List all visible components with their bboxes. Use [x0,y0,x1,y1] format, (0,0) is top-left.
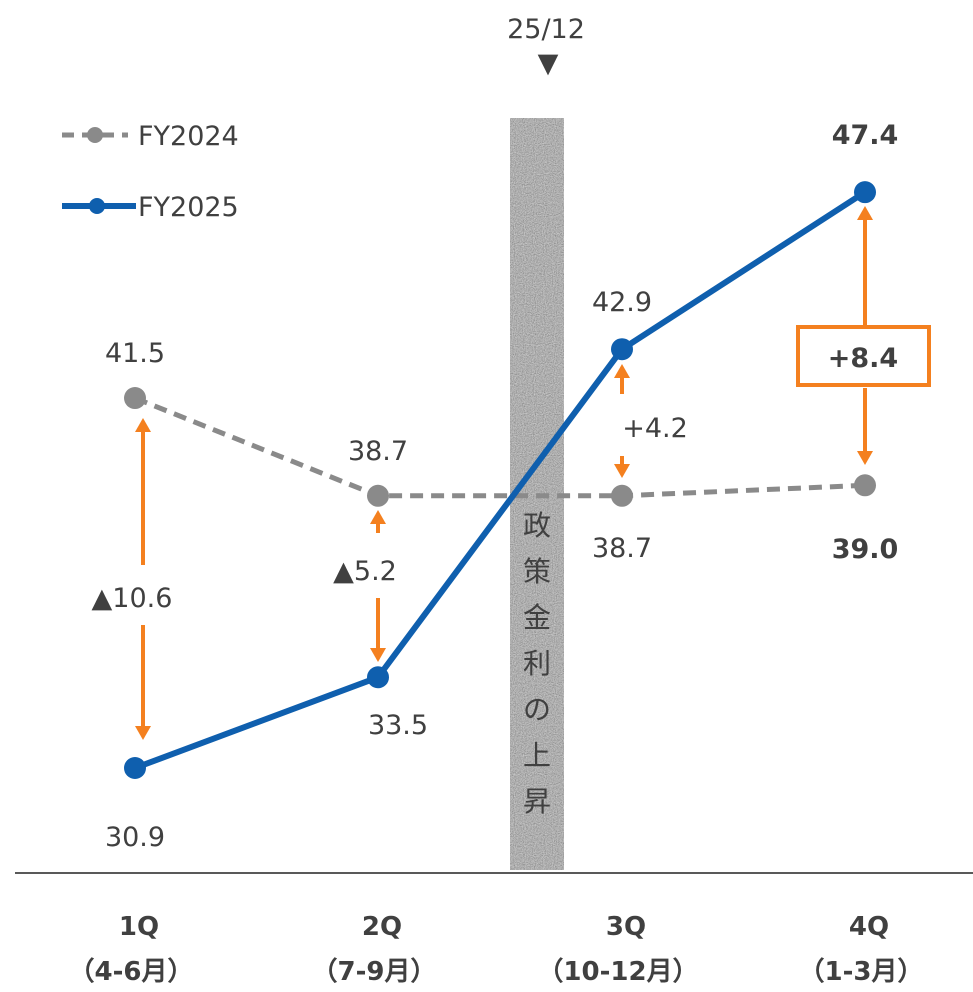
fy2024-label-3q: 38.7 [592,533,652,564]
series-fy2024-line [134,395,866,499]
diff-arrow-3q-down-head [614,464,630,478]
fy2024-point-2q [367,484,389,507]
diff-arrow-2q-down-head [370,648,386,662]
series-fy2025-line [133,189,867,771]
fy2024-point-4q [854,474,876,497]
category-sublabel-3q: （10-12月） [537,957,698,987]
category-sublabel-4q: （1-3月） [799,957,924,987]
diff-arrow-4q-up-head [857,206,873,220]
fy2025-point-4q [854,181,876,204]
fy2024-point-1q [124,387,146,410]
fy2025-label-1q: 30.9 [105,822,165,853]
event-band-char: 政 [523,509,551,542]
diff-label-1q: ▲10.6 [92,583,173,614]
fy2024-label-2q: 38.7 [348,436,408,467]
fy2025-label-2q: 33.5 [368,710,428,741]
event-band-char: 上 [523,739,551,772]
fy2024-label-1q: 41.5 [105,338,165,369]
event-marker-icon: ▼ [538,48,559,79]
category-label-2q: 2Q [362,912,402,942]
legend-fy2024-label: FY2024 [138,121,239,152]
category-sublabel-2q: （7-9月） [312,957,437,987]
x-axis-tick-labels: 1Q （4-6月） 2Q （7-9月） 3Q （10-12月） 4Q （1-3月） [69,912,924,987]
event-band-char: 昇 [523,785,551,818]
category-label-4q: 4Q [849,912,889,942]
event-band-char: 金 [523,601,551,634]
event-date-label: 25/12 [507,14,585,45]
series-layer [124,181,876,779]
data-labels: 41.5 38.7 38.7 39.0 30.9 33.5 42.9 47.4 ▲10.6 ▲5.… [92,120,931,853]
fy2025-label-4q: 47.4 [832,120,899,151]
category-label-3q: 3Q [606,912,646,942]
fy2025-point-3q [611,338,633,361]
legend-fy2025-label: FY2025 [138,192,239,223]
fy2025-label-3q: 42.9 [592,287,652,318]
fy2025-point-1q [124,757,146,779]
legend-fy2024-marker [87,127,103,143]
category-label-1q: 1Q [119,912,159,942]
legend-fy2025-marker [89,198,105,214]
event-band-char: の [523,693,551,726]
event-band-char: 策 [523,555,551,588]
diff-label-2q: ▲5.2 [333,556,397,587]
diff-label-4q: +8.4 [828,343,898,374]
event-band-char: 利 [523,647,551,680]
diff-arrow-1q-down-head [135,726,151,740]
diff-label-3q: +4.2 [622,413,688,444]
diff-arrow-2q-up-head [370,510,386,524]
diff-box-4q [796,325,931,387]
fy2024-point-3q [611,484,633,507]
diff-arrow-1q-up-head [135,418,151,432]
diff-arrow-4q-down-head [857,451,873,465]
legend: FY2024 FY2025 [62,121,239,223]
difference-arrows [135,206,873,740]
category-sublabel-1q: （4-6月） [69,957,194,987]
fy2024-label-4q: 39.0 [832,534,899,565]
fy2025-point-2q [367,666,389,689]
diff-arrow-3q-up-head [614,364,630,378]
